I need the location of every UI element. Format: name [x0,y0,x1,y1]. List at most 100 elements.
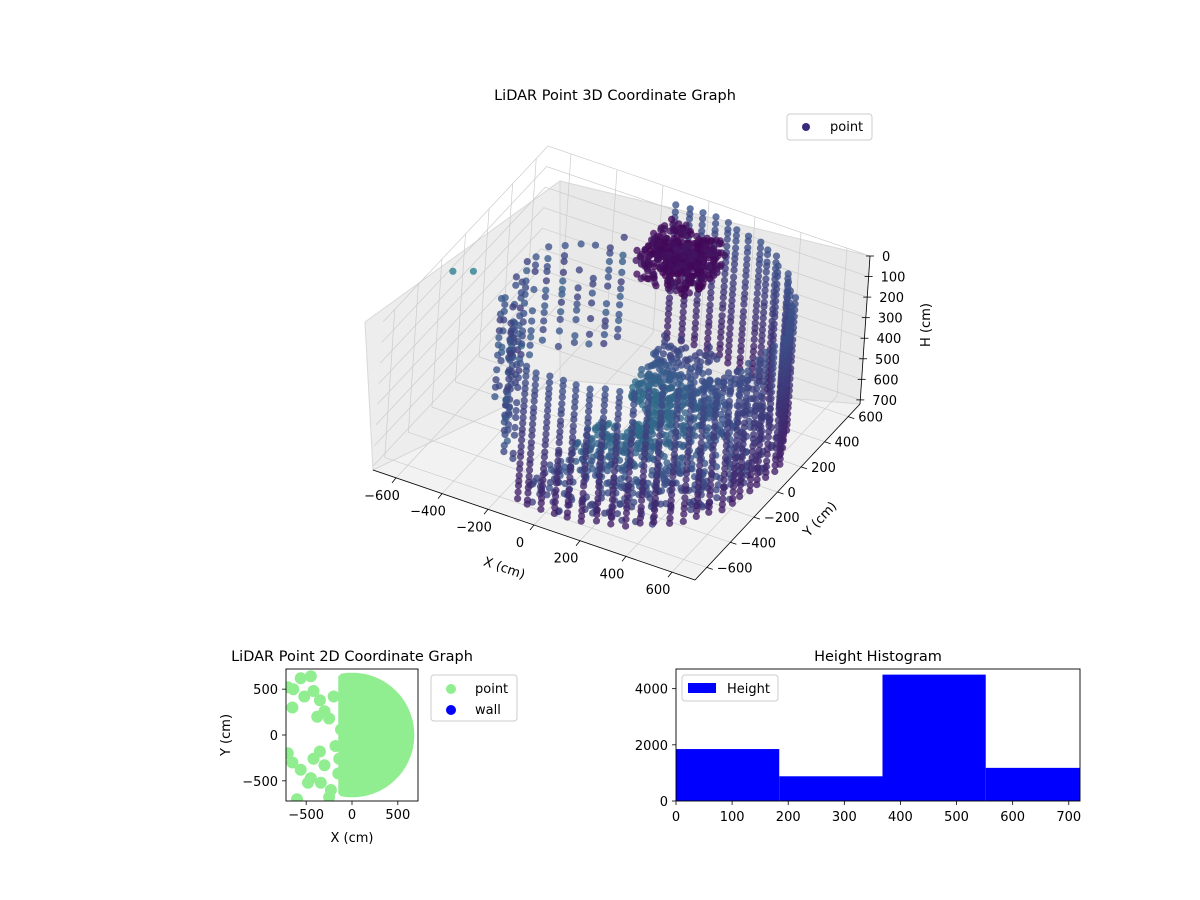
point-3d [742,395,750,403]
point-3d [687,401,695,409]
point-3d [707,475,715,483]
point-3d [539,326,547,334]
point-3d [716,340,724,348]
point-3d [740,300,748,308]
point-3d [724,369,733,377]
point-3d [575,266,583,274]
point-3d [514,374,522,382]
point-3d [690,252,698,260]
point-3d [528,426,536,434]
point-3d [496,316,504,324]
point-3d [769,359,778,367]
point-3d [563,509,572,517]
point-3d [693,244,702,252]
point-3d [693,232,701,240]
point-3d [707,237,715,245]
x-tick-label-histogram: 700 [1056,810,1081,825]
point-3d [765,422,773,430]
point-3d [717,333,725,341]
point-3d [705,343,713,351]
point-3d [561,242,569,250]
point-3d [775,405,783,413]
point-3d [733,226,741,234]
point-3d [701,380,709,388]
point-3d [686,355,694,363]
point-3d [757,238,765,246]
point-3d [505,375,513,383]
point-3d [753,384,761,393]
histogram-bar [676,749,780,801]
point-3d [567,463,575,471]
point-3d [570,410,578,418]
point-3d [761,292,769,300]
y-tick-3d [824,441,831,445]
point-3d [702,352,711,360]
point-3d [580,472,588,480]
point-3d [723,431,731,439]
point-3d [559,268,568,276]
point-3d [668,491,676,499]
point-3d [761,354,769,363]
point-3d [653,465,662,473]
point-3d [596,459,605,467]
z-tick-label-3d: 200 [879,291,904,306]
point-3d [717,328,725,336]
point-3d [731,250,739,258]
point-3d [511,423,519,432]
y-tick-label-3d: −400 [740,536,776,551]
point-3d [622,522,630,530]
point-3d [644,404,652,412]
point-3d [711,411,720,419]
histogram-bar [779,776,883,801]
point-3d [541,293,549,301]
point-cloud-3d [449,201,800,530]
point-3d [594,489,603,497]
point-3d [507,319,515,327]
point-3d [616,292,624,301]
point-3d [564,497,572,505]
point-3d [667,497,675,505]
point-2d [313,694,326,707]
point-3d [674,399,682,407]
point-3d [738,453,746,461]
point-3d [510,338,518,346]
point-3d [630,389,639,398]
point-3d [605,453,613,461]
point-3d [727,374,735,382]
point-3d [542,436,550,444]
point-3d [659,350,668,358]
y-tick-label-3d: 200 [811,461,836,476]
point-3d [515,472,523,480]
point-3d [559,277,567,285]
point-3d [721,270,729,278]
point-3d [728,302,736,310]
point-3d [773,280,781,288]
point-3d [679,308,687,316]
point-3d [756,244,765,252]
point-3d [758,326,767,334]
point-3d [501,430,509,439]
point-3d [700,404,708,412]
point-3d [729,279,737,287]
point-2d [291,793,303,801]
y-tick-3d [753,516,761,520]
z-tick-label-3d: 300 [878,312,903,327]
point-3d [593,506,601,514]
point-2d [333,752,346,765]
point-3d [571,392,580,400]
point-3d [502,415,510,423]
point-3d [712,220,720,228]
point-3d [697,439,705,447]
point-3d [738,459,746,467]
point-2d [323,712,336,725]
point-3d [712,395,721,403]
point-3d [719,294,727,302]
point-3d [779,341,788,349]
point-3d [677,230,685,238]
x-tick-label-2d: 0 [348,808,356,823]
point-3d [675,351,683,359]
point-3d [502,396,511,404]
point-3d [762,468,770,476]
point-3d [520,299,529,307]
point-3d [709,452,717,460]
